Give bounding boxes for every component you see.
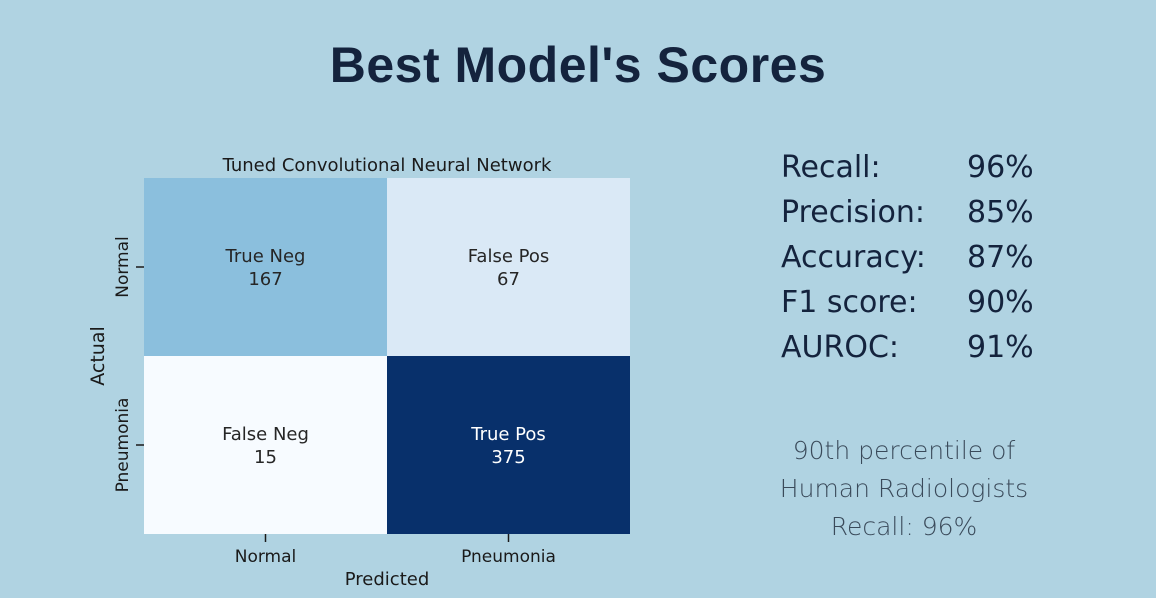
metrics-list: Recall: 96% Precision: 85% Accuracy: 87%… bbox=[781, 148, 1081, 373]
metric-label: Accuracy: bbox=[781, 240, 926, 275]
cell-value: 167 bbox=[248, 269, 282, 290]
radiologist-note: 90th percentile of Human Radiologists Re… bbox=[754, 432, 1054, 546]
cell-label: True Pos bbox=[470, 424, 546, 445]
heatmap-cell bbox=[387, 356, 630, 534]
cell-value: 15 bbox=[254, 447, 277, 468]
cell-value: 375 bbox=[491, 447, 525, 468]
metric-value: 87% bbox=[967, 240, 1034, 275]
slide-title: Best Model's Scores bbox=[329, 37, 827, 93]
y-axis-label: Actual bbox=[87, 326, 109, 386]
heatmap-cell bbox=[144, 356, 387, 534]
x-tick-label: Pneumonia bbox=[461, 547, 556, 567]
metric-row-accuracy: Accuracy: 87% bbox=[781, 238, 1081, 283]
metric-value: 85% bbox=[967, 195, 1034, 230]
metric-row-f1: F1 score: 90% bbox=[781, 283, 1081, 328]
note-line: 90th percentile of bbox=[792, 436, 1016, 465]
y-tick-label: Normal bbox=[113, 236, 133, 298]
metric-row-recall: Recall: 96% bbox=[781, 148, 1081, 193]
confusion-matrix-chart: Tuned Convolutional Neural Network True … bbox=[87, 155, 630, 590]
cell-value: 67 bbox=[497, 269, 520, 290]
note-line: Recall: 96% bbox=[830, 512, 978, 541]
x-tick-label: Normal bbox=[235, 547, 297, 567]
metric-value: 96% bbox=[967, 150, 1034, 185]
metric-label: Recall: bbox=[781, 150, 881, 185]
metric-row-auroc: AUROC: 91% bbox=[781, 328, 1081, 373]
metric-label: Precision: bbox=[781, 195, 925, 230]
metric-row-precision: Precision: 85% bbox=[781, 193, 1081, 238]
cell-label: False Neg bbox=[222, 424, 309, 445]
confusion-matrix-svg: Tuned Convolutional Neural Network True … bbox=[87, 155, 630, 590]
heatmap-cell bbox=[144, 178, 387, 356]
note-line: Human Radiologists bbox=[779, 474, 1029, 503]
x-axis-label: Predicted bbox=[345, 569, 430, 590]
metric-label: AUROC: bbox=[781, 330, 899, 365]
chart-title: Tuned Convolutional Neural Network bbox=[222, 155, 552, 176]
cell-label: False Pos bbox=[468, 246, 550, 267]
heatmap-cell bbox=[387, 178, 630, 356]
metric-label: F1 score: bbox=[781, 285, 918, 320]
metric-value: 91% bbox=[967, 330, 1034, 365]
y-tick-label: Pneumonia bbox=[113, 398, 133, 493]
metric-value: 90% bbox=[967, 285, 1034, 320]
cell-label: True Neg bbox=[225, 246, 306, 267]
